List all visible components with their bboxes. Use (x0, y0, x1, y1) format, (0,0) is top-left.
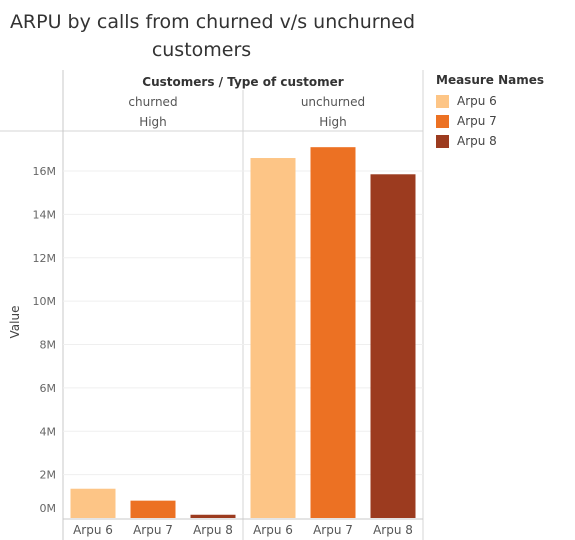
y-tick-label: 8M (40, 339, 57, 352)
y-tick-label: 16M (33, 165, 57, 178)
bar-unchurned-arpu-6[interactable] (250, 158, 296, 519)
bar-churned-arpu-8[interactable] (190, 514, 236, 518)
x-tick-label: Arpu 8 (193, 523, 233, 537)
chart-title-line-2: customers (151, 39, 252, 61)
y-tick-label: 2M (40, 469, 57, 482)
legend-label: Arpu 8 (457, 134, 497, 148)
legend-item-arpu-7[interactable]: Arpu 7 (436, 111, 572, 131)
y-tick-label: 4M (40, 425, 57, 438)
x-tick-label: Arpu 8 (373, 523, 413, 537)
x-tick-label: Arpu 6 (73, 523, 113, 537)
chart-title: ARPU by calls from churned v/s unchurned… (0, 8, 425, 64)
column-header: Customers / Type of customer (142, 75, 343, 89)
bar-churned-arpu-6[interactable] (70, 488, 116, 518)
legend-swatch-arpu-6 (436, 94, 449, 108)
chart-title-line-1: ARPU by calls from churned v/s unchurned (9, 11, 416, 33)
y-tick-label: 0M (40, 502, 57, 515)
group-subheader-churned: High (139, 115, 167, 129)
legend-item-arpu-8[interactable]: Arpu 8 (436, 131, 572, 151)
bar-unchurned-arpu-8[interactable] (370, 174, 416, 519)
legend-label: Arpu 6 (457, 94, 497, 108)
bar-unchurned-arpu-7[interactable] (310, 147, 356, 518)
group-subheader-unchurned: High (319, 115, 347, 129)
x-tick-label: Arpu 6 (253, 523, 293, 537)
legend-item-arpu-6[interactable]: Arpu 6 (436, 91, 572, 111)
y-tick-label: 14M (33, 208, 57, 221)
legend-title: Measure Names (436, 73, 545, 87)
group-header-churned: churned (128, 95, 177, 109)
x-tick-label: Arpu 7 (313, 523, 353, 537)
legend-swatch-arpu-8 (436, 134, 449, 148)
x-tick-label: Arpu 7 (133, 523, 173, 537)
legend-swatch-arpu-7 (436, 114, 449, 128)
y-axis-label: Value (8, 306, 22, 339)
legend-label: Arpu 7 (457, 114, 497, 128)
y-tick-label: 6M (40, 382, 57, 395)
legend: Measure Names Arpu 6 Arpu 7 Arpu 8 (436, 73, 572, 151)
group-header-unchurned: unchurned (301, 95, 365, 109)
bar-churned-arpu-7[interactable] (130, 500, 176, 518)
y-tick-label: 10M (33, 295, 57, 308)
bar-chart: Customers / Type of customer churned Hig… (0, 70, 424, 540)
y-tick-label: 12M (33, 252, 57, 265)
